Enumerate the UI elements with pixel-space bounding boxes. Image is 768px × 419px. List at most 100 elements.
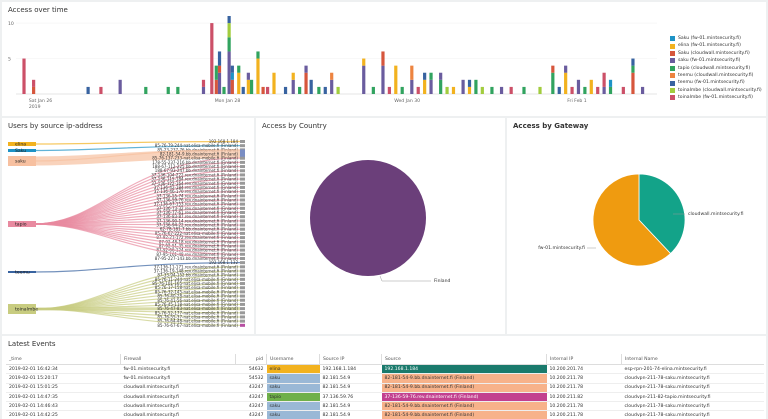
bar-segment[interactable] — [249, 79, 254, 94]
column-header-firewall[interactable]: Firewall — [120, 354, 236, 365]
column-header-time[interactable]: _time — [6, 354, 121, 365]
legend-item[interactable]: elina (fw-01.mintsecurity.fi) — [670, 42, 762, 49]
bar-segment[interactable] — [570, 86, 574, 94]
users-sankey-chart[interactable]: 192.168.1.18485-76-79-244-nat.elisa-mobi… — [2, 118, 254, 334]
bar-segment[interactable] — [304, 65, 308, 73]
sankey-target-node[interactable] — [240, 206, 245, 210]
bar-segment[interactable] — [166, 86, 170, 94]
bar-segment[interactable] — [214, 79, 218, 94]
bar-segment[interactable] — [557, 86, 561, 94]
bar-segment[interactable] — [265, 86, 270, 94]
bar-segment[interactable] — [410, 79, 414, 94]
sankey-link[interactable] — [33, 149, 241, 166]
bar-segment[interactable] — [631, 65, 635, 73]
legend-item[interactable]: tapio (cloudwall.mintsecurity.fi) — [670, 65, 762, 72]
sankey-target-node[interactable] — [240, 323, 245, 327]
bar-segment[interactable] — [439, 72, 443, 80]
bar-segment[interactable] — [362, 58, 366, 66]
bar-segment[interactable] — [538, 86, 542, 94]
sankey-target-node[interactable] — [240, 248, 245, 252]
sankey-target-node[interactable] — [240, 215, 245, 219]
bar-segment[interactable] — [227, 37, 231, 52]
sankey-target-node[interactable] — [240, 286, 245, 290]
bar-segment[interactable] — [144, 86, 148, 94]
bar-segment[interactable] — [467, 86, 472, 94]
sankey-link[interactable] — [33, 308, 241, 326]
bar-segment[interactable] — [227, 16, 231, 24]
sankey-link[interactable] — [33, 145, 241, 152]
bar-segment[interactable] — [429, 79, 433, 94]
bar-segment[interactable] — [451, 86, 456, 94]
sankey-target-node[interactable] — [240, 190, 245, 194]
bar-segment[interactable] — [227, 23, 231, 38]
sankey-source-node[interactable] — [8, 304, 36, 314]
bar-segment[interactable] — [246, 79, 250, 94]
bar-segment[interactable] — [22, 58, 26, 94]
bar-segment[interactable] — [576, 79, 581, 94]
legend-item[interactable]: Saku (fw-01.mintsecurity.fi) — [670, 35, 762, 42]
sankey-target-node[interactable] — [240, 294, 245, 298]
sankey-target-node[interactable] — [240, 302, 245, 306]
column-header-pid[interactable]: pid — [235, 354, 267, 365]
sankey-target-node[interactable] — [240, 261, 245, 265]
legend-item[interactable]: teemu (cloudwall.mintsecurity.fi) — [670, 72, 762, 79]
bar-segment[interactable] — [323, 86, 327, 94]
sankey-target-node[interactable] — [240, 227, 245, 231]
sankey-target-node[interactable] — [240, 315, 245, 319]
bar-segment[interactable] — [423, 72, 427, 80]
legend-item[interactable]: Saku (cloudwall.mintsecurity.fi) — [670, 50, 762, 57]
table-row[interactable]: 2019-02-01 14:42:25 cloudwall.mintsecurit… — [6, 410, 764, 419]
bar-segment[interactable] — [272, 72, 276, 94]
bar-segment[interactable] — [256, 51, 260, 59]
bar-segment[interactable] — [99, 86, 103, 94]
sankey-target-node[interactable] — [240, 219, 245, 223]
bar-segment[interactable] — [387, 86, 391, 94]
bar-segment[interactable] — [596, 86, 600, 94]
bar-segment[interactable] — [230, 79, 234, 94]
sankey-target-node[interactable] — [240, 252, 245, 256]
table-row[interactable]: 2019-02-01 14:46:43 cloudwall.mintsecurit… — [6, 401, 764, 412]
column-header-internal-name[interactable]: Internal Name — [621, 354, 764, 365]
legend-item[interactable]: teemu (fw-01.mintsecurity.fi) — [670, 79, 762, 86]
sankey-target-node[interactable] — [240, 144, 245, 148]
bar-segment[interactable] — [217, 51, 222, 66]
legend-item[interactable]: saku (fw-01.mintsecurity.fi) — [670, 57, 762, 64]
bar-segment[interactable] — [32, 79, 36, 87]
pie-slice[interactable] — [638, 173, 686, 255]
sankey-target-node[interactable] — [240, 177, 245, 181]
bar-segment[interactable] — [118, 79, 122, 94]
bar-segment[interactable] — [381, 51, 385, 66]
sankey-target-node[interactable] — [240, 160, 245, 164]
sankey-target-node[interactable] — [240, 290, 245, 294]
sankey-target-node[interactable] — [240, 282, 245, 286]
bar-segment[interactable] — [429, 72, 433, 80]
bar-segment[interactable] — [480, 86, 484, 94]
bar-segment[interactable] — [631, 58, 635, 66]
sankey-target-node[interactable] — [240, 236, 245, 240]
bar-segment[interactable] — [330, 72, 334, 80]
bar-segment[interactable] — [237, 65, 241, 73]
bar-segment[interactable] — [400, 86, 404, 94]
bar-segment[interactable] — [230, 72, 234, 80]
bar-segment[interactable] — [86, 86, 90, 94]
bar-segment[interactable] — [309, 79, 313, 94]
column-header-source-ip[interactable]: Source IP — [319, 354, 382, 365]
bar-segment[interactable] — [416, 86, 420, 94]
bar-segment[interactable] — [371, 86, 375, 94]
bar-segment[interactable] — [217, 65, 222, 73]
sankey-target-node[interactable] — [240, 165, 245, 169]
bar-segment[interactable] — [467, 79, 472, 87]
sankey-link[interactable] — [33, 262, 241, 273]
bar-segment[interactable] — [256, 58, 260, 94]
bar-segment[interactable] — [261, 86, 265, 94]
sankey-target-node[interactable] — [240, 140, 245, 143]
table-row[interactable]: 2019-02-01 16:42:34 fw-01.mintsecurity.fi… — [6, 364, 764, 375]
bar-segment[interactable] — [227, 51, 231, 94]
sankey-target-node[interactable] — [240, 198, 245, 202]
sankey-target-node[interactable] — [240, 231, 245, 235]
pie-slice[interactable] — [310, 160, 426, 276]
bar-segment[interactable] — [499, 86, 504, 94]
bar-segment[interactable] — [237, 72, 241, 94]
sankey-target-node[interactable] — [240, 256, 245, 260]
